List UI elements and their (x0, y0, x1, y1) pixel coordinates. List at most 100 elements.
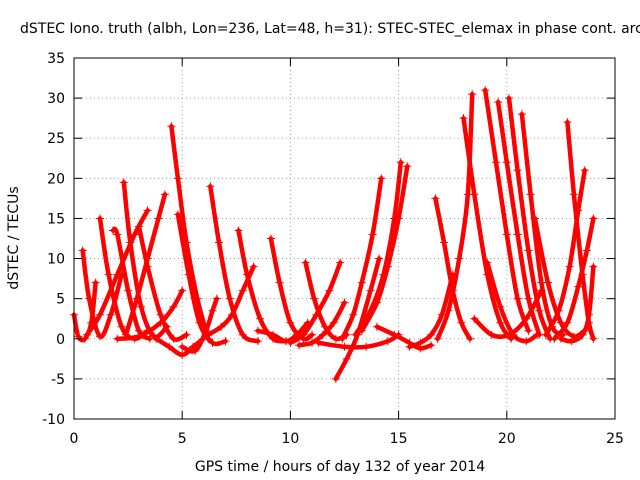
data-point (108, 226, 117, 235)
data-point (137, 302, 146, 311)
data-point (202, 326, 211, 335)
data-point (195, 318, 204, 327)
y-tick-label: 5 (56, 292, 65, 308)
x-tick-label: 15 (390, 431, 408, 447)
data-point (533, 330, 542, 339)
series-arc-18 (253, 318, 312, 346)
series-arc-17 (266, 234, 317, 343)
data-point (208, 306, 217, 315)
y-tick-label: 15 (47, 211, 65, 227)
data-point (80, 334, 89, 343)
data-point (78, 246, 87, 255)
data-point (554, 306, 563, 315)
data-point (91, 278, 100, 287)
axis-ticks (73, 57, 616, 420)
data-point (349, 310, 358, 319)
data-point (504, 94, 513, 103)
data-point (95, 310, 104, 319)
y-tick-label: 20 (47, 171, 65, 187)
data-point (470, 190, 479, 199)
data-arcs (70, 86, 598, 383)
data-point (468, 90, 477, 99)
data-point (502, 158, 511, 167)
data-point (372, 322, 381, 331)
data-point (504, 330, 513, 339)
data-point (455, 254, 464, 263)
data-point (567, 337, 576, 346)
data-point (526, 190, 535, 199)
plot-frame (73, 57, 616, 420)
y-tick-label: 10 (47, 252, 65, 268)
data-point (580, 166, 589, 175)
data-point (383, 262, 392, 271)
data-point (256, 314, 265, 323)
data-point (308, 330, 317, 339)
data-point (212, 294, 221, 303)
data-point (513, 230, 522, 239)
data-point (156, 310, 165, 319)
data-point (318, 330, 327, 339)
data-point (522, 337, 531, 346)
data-point (234, 226, 243, 235)
data-point (372, 298, 381, 307)
data-point (366, 286, 375, 295)
data-point (494, 98, 503, 107)
data-point (119, 178, 128, 187)
data-point (427, 341, 436, 350)
data-point (113, 230, 122, 239)
x-tick-label: 25 (606, 431, 624, 447)
data-point (541, 330, 550, 339)
data-point (530, 214, 539, 223)
data-point (173, 210, 182, 219)
x-tick-label: 5 (178, 431, 187, 447)
data-point (556, 334, 565, 343)
data-point (377, 174, 386, 183)
data-point (405, 342, 414, 351)
data-point (340, 342, 349, 351)
data-point (143, 262, 152, 271)
series-arc-25 (357, 162, 412, 335)
data-point (431, 194, 440, 203)
data-point (132, 294, 141, 303)
data-point (154, 214, 163, 223)
data-point (466, 334, 475, 343)
data-point (275, 278, 284, 287)
data-point (301, 258, 310, 267)
data-point (227, 310, 236, 319)
series-arc-10 (167, 122, 213, 343)
data-point (502, 230, 511, 239)
data-point (184, 270, 193, 279)
data-point (82, 330, 91, 339)
data-point (513, 294, 522, 303)
data-point (589, 214, 598, 223)
data-point (295, 341, 304, 350)
data-point (204, 330, 213, 339)
data-point (178, 350, 187, 359)
y-tick-label: 25 (47, 131, 65, 147)
data-point (286, 338, 295, 347)
arc-line (208, 184, 261, 344)
data-point (483, 258, 492, 267)
arc-line (519, 111, 566, 338)
data-point (351, 330, 360, 339)
arc-line (80, 248, 124, 339)
data-point (169, 302, 178, 311)
data-point (487, 330, 496, 339)
tick-labels: 0 5 10 15 20 25 -10 -5 0 5 10 15 20 25 30 35 (42, 51, 624, 447)
x-axis-label: GPS time / hours of day 132 of year 2014 (195, 459, 485, 475)
x-tick-label: 10 (281, 431, 299, 447)
data-point (253, 326, 262, 335)
series-arc-39 (541, 166, 589, 339)
arc-line (461, 115, 514, 342)
data-point (496, 318, 505, 327)
data-point (282, 337, 291, 346)
data-point (156, 318, 165, 327)
series-arc-42 (556, 262, 598, 346)
data-point (169, 334, 178, 343)
series-arc-14 (206, 182, 262, 346)
y-tick-label: -5 (51, 372, 65, 388)
data-point (286, 318, 295, 327)
data-point (206, 182, 215, 191)
data-point (457, 318, 466, 327)
data-point (134, 222, 143, 231)
